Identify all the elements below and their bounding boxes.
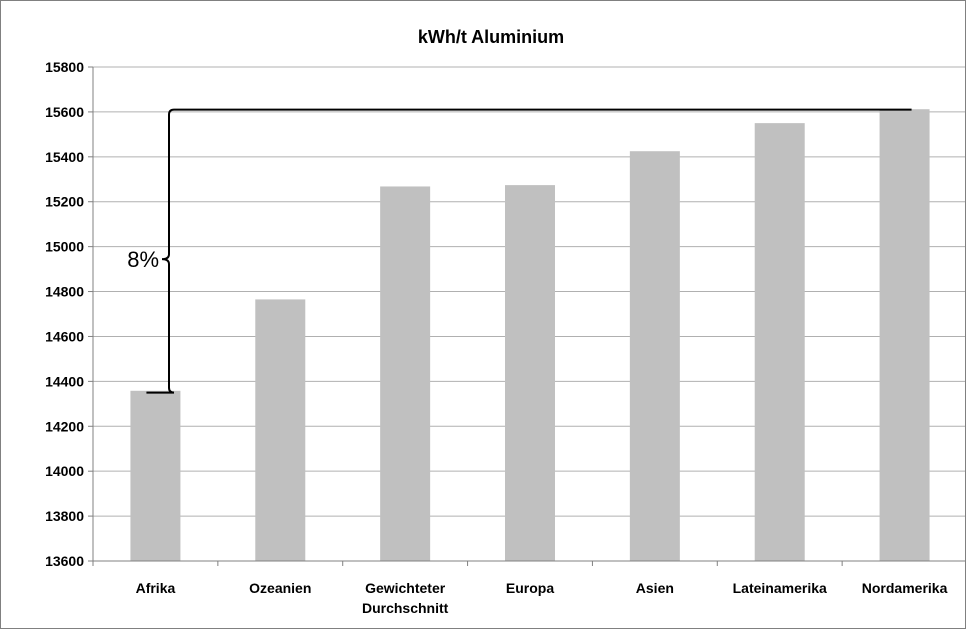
bar xyxy=(130,390,181,561)
x-tick-label-line: Nordamerika xyxy=(862,580,948,596)
y-tick-label: 14800 xyxy=(45,284,84,300)
x-tick-label: Nordamerika xyxy=(862,580,948,596)
range-annotation: 8% xyxy=(127,108,912,394)
y-tick-label: 13600 xyxy=(45,553,84,569)
bar xyxy=(879,109,930,562)
x-axis: Afrika Ozeanien Gewichteter Durchschnitt Eur… xyxy=(92,560,968,616)
x-tick-label-line: Asien xyxy=(636,580,674,596)
y-tick-label: 13800 xyxy=(45,508,84,524)
x-tick-label-line: Durchschnitt xyxy=(362,600,449,616)
x-tick-label: Ozeanien xyxy=(249,580,311,596)
x-tick-label: Gewichteter Durchschnitt xyxy=(362,580,449,616)
bar xyxy=(255,299,306,561)
y-tick-label: 15000 xyxy=(45,239,84,255)
y-tick-label: 15400 xyxy=(45,149,84,165)
y-tick-label: 14600 xyxy=(45,328,84,344)
x-tick-label: Asien xyxy=(636,580,674,596)
bars xyxy=(130,109,930,562)
x-tick-label-line: Europa xyxy=(506,580,554,596)
x-tick-label: Afrika xyxy=(136,580,176,596)
bar xyxy=(380,186,431,561)
x-tick-label-line: Lateinamerika xyxy=(733,580,827,596)
x-tick-label-line: Afrika xyxy=(136,580,176,596)
y-tick-label: 14400 xyxy=(45,373,84,389)
y-tick-label: 14200 xyxy=(45,418,84,434)
y-tick-label: 15800 xyxy=(45,59,84,75)
chart-title: kWh/t Aluminium xyxy=(418,27,564,47)
bar xyxy=(754,123,805,562)
y-tick-label: 15200 xyxy=(45,194,84,210)
bar xyxy=(629,151,680,562)
x-tick-label: Europa xyxy=(506,580,554,596)
x-tick-label-line: Gewichteter xyxy=(365,580,446,596)
y-tick-label: 15600 xyxy=(45,104,84,120)
percent-annotation: 8% xyxy=(127,247,159,272)
x-tick-label: Lateinamerika xyxy=(733,580,827,596)
bar xyxy=(505,185,555,562)
x-tick-label-line: Ozeanien xyxy=(249,580,311,596)
curly-brace xyxy=(146,108,175,394)
y-tick-label: 14000 xyxy=(45,463,84,479)
y-axis: 13600 13800 14000 14200 14400 14600 14800 15000… xyxy=(45,59,94,569)
